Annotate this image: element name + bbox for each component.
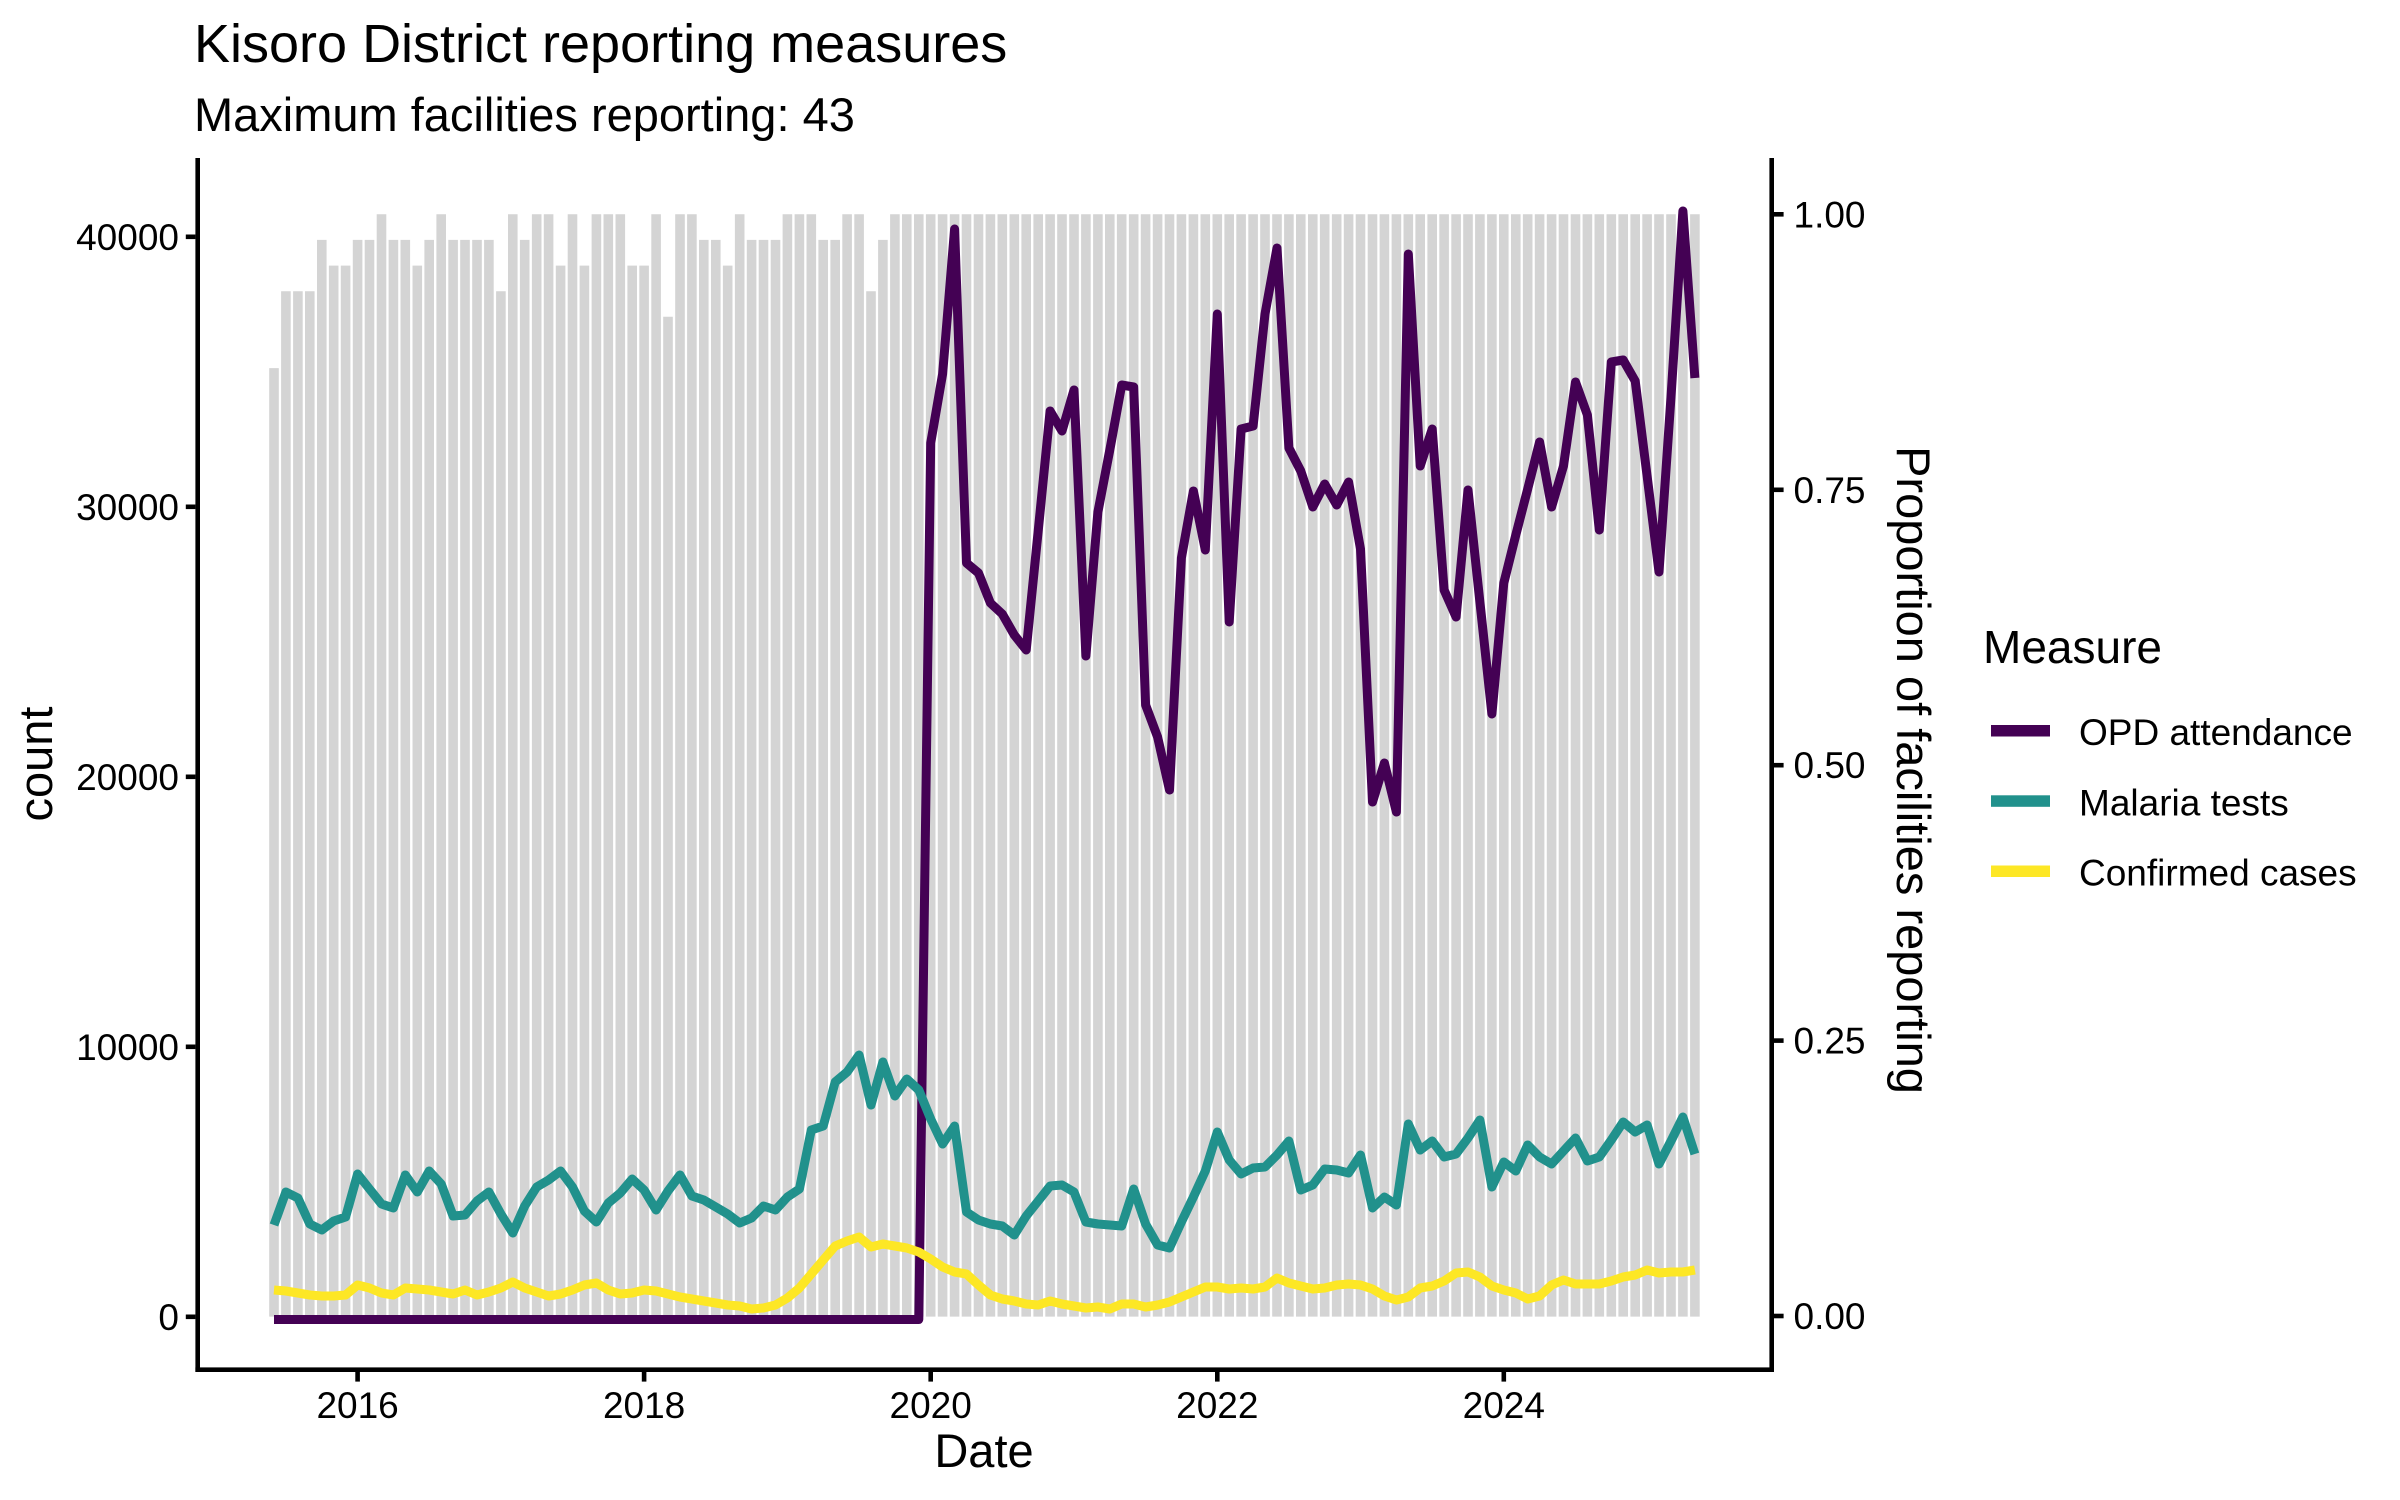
svg-text:0.00: 0.00	[1794, 1296, 1866, 1337]
svg-text:0.75: 0.75	[1794, 470, 1866, 511]
svg-text:Kisoro District reporting meas: Kisoro District reporting measures	[194, 14, 1007, 74]
svg-text:0: 0	[158, 1297, 179, 1338]
svg-text:2018: 2018	[603, 1385, 685, 1426]
svg-text:Confirmed cases: Confirmed cases	[2079, 853, 2357, 894]
svg-text:0.25: 0.25	[1794, 1021, 1866, 1062]
svg-text:2022: 2022	[1176, 1385, 1258, 1426]
svg-text:10000: 10000	[76, 1027, 179, 1068]
svg-text:Malaria tests: Malaria tests	[2079, 782, 2289, 823]
svg-text:Measure: Measure	[1983, 621, 2162, 673]
svg-text:1.00: 1.00	[1794, 194, 1866, 235]
svg-text:30000: 30000	[76, 487, 179, 528]
svg-text:Proportion of facilities repor: Proportion of facilities reporting	[1887, 446, 1940, 1094]
svg-text:0.50: 0.50	[1794, 745, 1866, 786]
svg-text:count: count	[9, 707, 62, 822]
svg-text:2020: 2020	[890, 1385, 972, 1426]
svg-text:OPD attendance: OPD attendance	[2079, 712, 2353, 753]
svg-text:2016: 2016	[316, 1385, 398, 1426]
svg-text:Date: Date	[934, 1424, 1033, 1477]
svg-text:Maximum facilities reporting:: Maximum facilities reporting: 43	[194, 88, 855, 141]
svg-text:20000: 20000	[76, 757, 179, 798]
svg-text:40000: 40000	[76, 217, 179, 258]
svg-text:2024: 2024	[1463, 1385, 1545, 1426]
